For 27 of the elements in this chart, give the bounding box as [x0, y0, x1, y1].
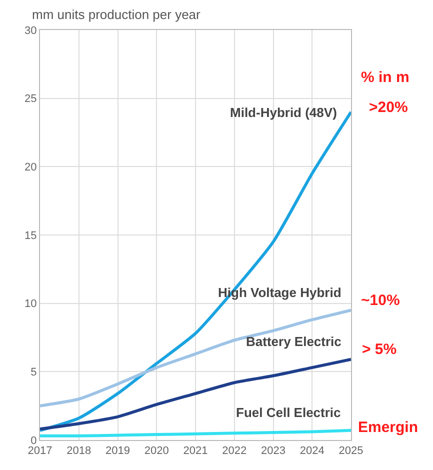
- series-label: Fuel Cell Electric: [236, 405, 341, 420]
- x-tick-label: 2021: [183, 445, 208, 458]
- x-tick-label: 2020: [144, 445, 169, 458]
- text: ~10%: [361, 292, 400, 309]
- y-tick-label: 15: [24, 230, 37, 242]
- series-label: Mild-Hybrid (48V): [230, 105, 337, 120]
- y-tick-label: 20: [24, 162, 37, 174]
- y-tick-label: 0: [30, 434, 37, 447]
- x-tick-label: 2025: [338, 445, 364, 458]
- y-tick-label: 25: [24, 93, 37, 106]
- x-tick-label: 2022: [222, 445, 247, 458]
- x-tick-label: 2019: [106, 445, 130, 458]
- text: Emergin: [358, 419, 418, 436]
- x-tick-label: 2024: [300, 445, 324, 458]
- y-tick-label: 30: [24, 24, 37, 37]
- y-axis-title: mm units production per year: [32, 7, 202, 22]
- text: >20%: [369, 99, 408, 116]
- x-tick-label: 2017: [28, 445, 52, 458]
- line-series: [40, 308, 351, 408]
- y-tick-label: 10: [24, 298, 37, 310]
- x-tick-label: 2023: [261, 445, 286, 458]
- series-label: Battery Electric: [246, 334, 342, 349]
- y-tick-label: 5: [30, 366, 37, 379]
- x-tick-label: 2018: [66, 445, 92, 458]
- text: % in m: [361, 69, 410, 86]
- text: > 5%: [362, 341, 397, 358]
- line-series: [40, 358, 351, 431]
